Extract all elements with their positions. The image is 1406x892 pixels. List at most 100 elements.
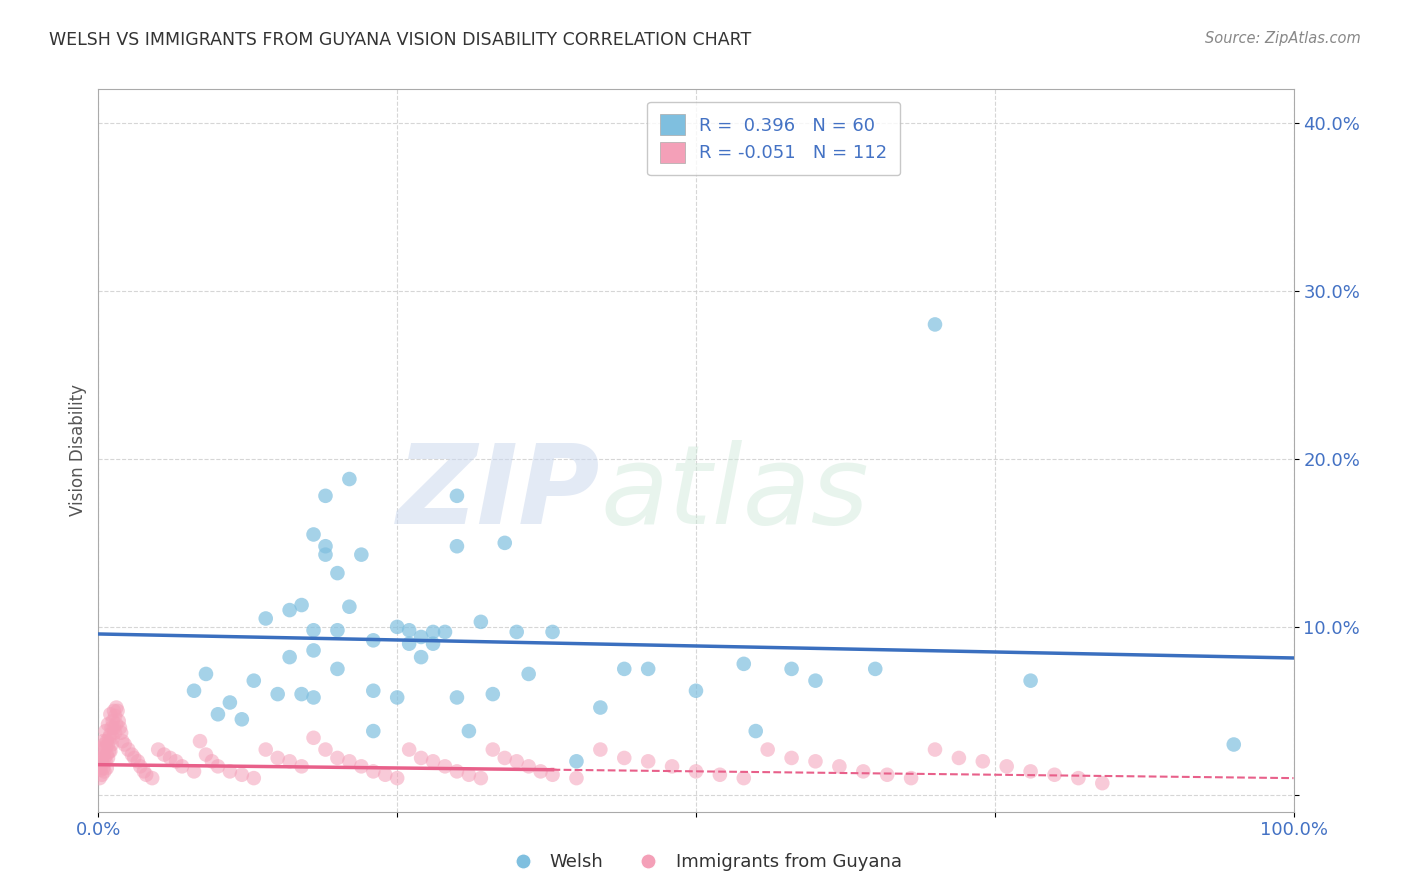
Point: [243, 771, 266, 785]
Point: [481, 742, 505, 756]
Point: [117, 742, 139, 756]
Point: [94, 724, 117, 739]
Point: [339, 599, 361, 614]
Point: [613, 751, 636, 765]
Point: [733, 771, 755, 785]
Point: [363, 683, 385, 698]
Point: [201, 754, 224, 768]
Point: [291, 687, 314, 701]
Point: [745, 724, 768, 739]
Point: [434, 624, 457, 639]
Point: [541, 768, 564, 782]
Point: [385, 690, 409, 705]
Point: [103, 721, 125, 735]
Point: [96, 761, 118, 775]
Point: [278, 603, 301, 617]
Point: [219, 764, 242, 779]
Point: [804, 673, 827, 688]
Point: [89, 771, 111, 785]
Text: WELSH VS IMMIGRANTS FROM GUYANA VISION DISABILITY CORRELATION CHART: WELSH VS IMMIGRANTS FROM GUYANA VISION D…: [49, 31, 751, 49]
Point: [565, 754, 588, 768]
Point: [363, 633, 385, 648]
Point: [101, 731, 124, 745]
Point: [517, 759, 540, 773]
Point: [589, 742, 612, 756]
Point: [458, 768, 481, 782]
Point: [96, 734, 118, 748]
Point: [398, 637, 420, 651]
Point: [315, 539, 337, 553]
Point: [685, 764, 707, 779]
Point: [105, 717, 128, 731]
Point: [129, 759, 152, 773]
Point: [195, 747, 218, 762]
Point: [411, 650, 433, 665]
Point: [148, 742, 170, 756]
Legend: Welsh, Immigrants from Guyana: Welsh, Immigrants from Guyana: [498, 847, 908, 879]
Point: [637, 754, 659, 768]
Point: [709, 768, 731, 782]
Point: [98, 744, 122, 758]
Point: [446, 690, 468, 705]
Point: [302, 690, 325, 705]
Point: [1043, 768, 1066, 782]
Point: [91, 768, 114, 782]
Point: [530, 764, 553, 779]
Point: [458, 724, 481, 739]
Point: [446, 764, 468, 779]
Point: [326, 662, 349, 676]
Point: [195, 667, 218, 681]
Point: [780, 751, 803, 765]
Point: [363, 764, 385, 779]
Point: [98, 707, 122, 722]
Point: [506, 624, 529, 639]
Point: [91, 747, 114, 762]
Point: [91, 734, 114, 748]
Point: [363, 724, 385, 739]
Point: [315, 489, 337, 503]
Point: [165, 754, 187, 768]
Point: [302, 527, 325, 541]
Point: [278, 754, 301, 768]
Point: [326, 624, 349, 638]
Point: [374, 768, 396, 782]
Point: [90, 751, 112, 765]
Point: [900, 771, 922, 785]
Point: [108, 721, 131, 735]
Point: [339, 472, 361, 486]
Point: [1067, 771, 1090, 785]
Point: [207, 707, 229, 722]
Point: [422, 754, 444, 768]
Point: [107, 714, 129, 728]
Point: [565, 771, 588, 785]
Point: [411, 751, 433, 765]
Point: [302, 624, 325, 638]
Point: [315, 742, 337, 756]
Point: [172, 759, 194, 773]
Point: [756, 742, 779, 756]
Point: [1091, 776, 1114, 790]
Point: [972, 754, 994, 768]
Point: [291, 598, 314, 612]
Point: [207, 759, 229, 773]
Point: [98, 744, 121, 758]
Point: [135, 768, 157, 782]
Point: [278, 650, 301, 665]
Point: [411, 630, 433, 644]
Point: [183, 764, 205, 779]
Point: [91, 761, 114, 775]
Point: [302, 731, 325, 745]
Point: [231, 768, 253, 782]
Point: [153, 747, 176, 762]
Point: [733, 657, 755, 671]
Point: [105, 700, 128, 714]
Point: [98, 731, 121, 745]
Point: [470, 771, 492, 785]
Point: [385, 620, 409, 634]
Point: [398, 742, 420, 756]
Point: [804, 754, 827, 768]
Text: Source: ZipAtlas.com: Source: ZipAtlas.com: [1205, 31, 1361, 46]
Point: [267, 687, 290, 701]
Point: [91, 754, 114, 768]
Point: [780, 662, 803, 676]
